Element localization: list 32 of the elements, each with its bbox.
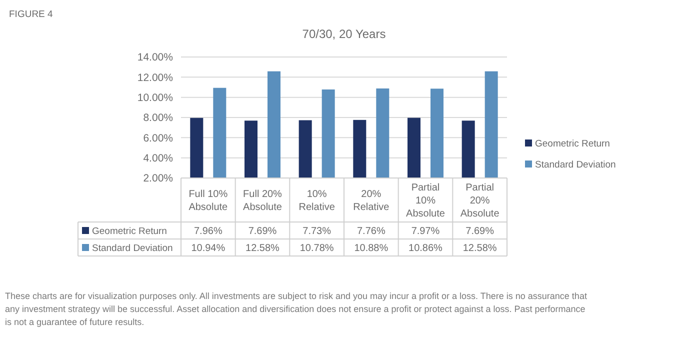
data-label: 7.96% <box>194 226 222 237</box>
y-tick-label: 8.00% <box>143 112 173 124</box>
x-tick-label: Partial 20% Absolute <box>460 182 500 220</box>
y-tick-label: 12.00% <box>137 72 173 84</box>
x-tick-label: Full 20% Absolute <box>243 189 282 213</box>
data-label: 7.97% <box>411 226 440 237</box>
data-label: 10.88% <box>354 243 388 254</box>
caption: FIGURE 4 <box>9 9 53 20</box>
data-label: 7.73% <box>302 226 332 237</box>
data-label: 7.69% <box>466 226 494 237</box>
data-label: 10.78% <box>300 243 334 254</box>
data-label: 12.58% <box>462 243 497 254</box>
y-tick-label: 4.00% <box>143 152 173 165</box>
y-tick-label: 6.00% <box>143 132 173 144</box>
y-tick-label: 14.00% <box>137 52 173 64</box>
x-tick-label: Full 10% Absolute <box>188 189 228 213</box>
x-tick-label: 10% Relative <box>298 189 336 213</box>
data-label: 10.94% <box>191 243 226 254</box>
y-tick-label: 2.00% <box>143 172 173 185</box>
text: These charts are for visualization purposes only. All investments are subject to risk and you may incur a profit or a loss. There is no assurance that any investment strategy will be successful. Asset allocation and diversification does not ensure a profit or protect against a loss. Past performance is not a guarantee of future results. <box>5 291 588 327</box>
data-label: 10.86% <box>408 243 443 254</box>
data-label: 12.58% <box>246 243 280 254</box>
text: Standard Deviation <box>92 242 173 254</box>
legend-label: Standard Deviation <box>535 159 616 170</box>
x-tick-label: Partial 10% Absolute <box>406 182 446 220</box>
y-tick-label: 10.00% <box>137 92 173 104</box>
legend-label: Geometric Return <box>92 226 167 237</box>
data-label: 7.69% <box>248 226 277 237</box>
data-label: 7.76% <box>356 226 386 237</box>
x-tick-label: 20% Relative <box>353 189 390 213</box>
text: Geometric Return <box>535 138 610 150</box>
chart-title: 70/30, 20 Years <box>302 27 386 41</box>
